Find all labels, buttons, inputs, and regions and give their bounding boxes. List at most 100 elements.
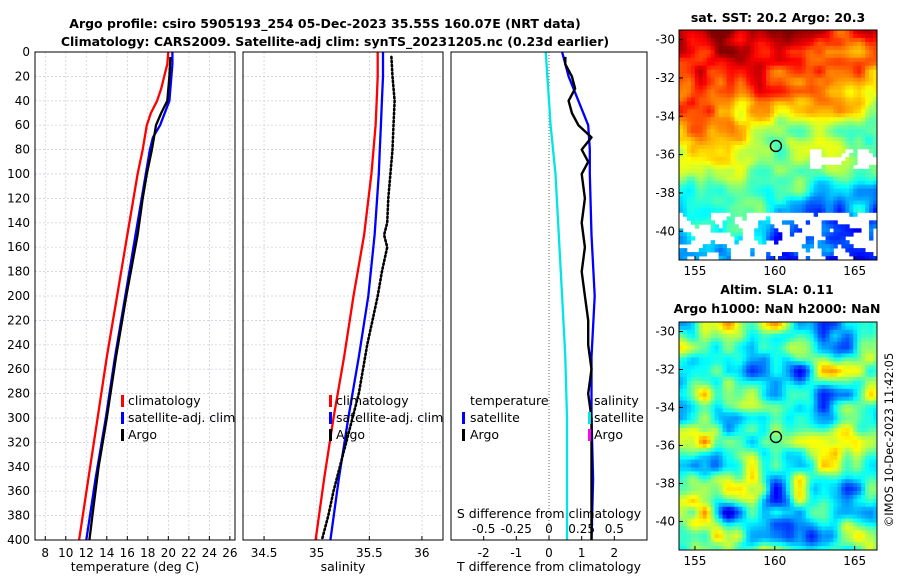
heatmap-cell [714,365,719,370]
heatmap-cell [837,240,842,245]
heatmap-cell [702,491,708,496]
heatmap-cell [754,404,759,409]
heatmap-cell [873,45,878,51]
heatmap-cell [750,424,755,429]
heatmap-cell [702,483,708,488]
heatmap-cell [738,491,743,496]
heatmap-cell [857,196,862,201]
heatmap-cell [793,176,799,182]
heatmap-cell [785,196,791,201]
heatmap-cell [793,45,799,51]
heatmap-cell [797,369,803,374]
heatmap-cell [758,392,763,398]
heatmap-cell [837,176,842,182]
heatmap-cell [785,30,791,35]
heatmap-cell [718,49,723,55]
heatmap-cell [746,475,751,480]
heatmap-cell [789,69,795,75]
heatmap-cell [813,463,818,468]
heatmap-cell [762,117,767,122]
heatmap-cell [774,377,779,382]
heatmap-cell [837,172,842,178]
heatmap-cell [718,388,723,394]
heatmap-cell [861,53,866,59]
heatmap-cell [861,256,866,261]
heatmap-cell [829,451,834,457]
heatmap-cell [825,97,830,102]
heatmap-cell [714,196,719,201]
heatmap-cell [750,459,755,464]
heatmap-cell [690,322,696,327]
heatmap-cell [698,156,704,162]
heatmap-cell [686,447,692,453]
heatmap-cell [682,141,688,146]
heatmap-cell [679,333,684,339]
heatmap-cell [714,428,719,433]
heatmap-cell [853,384,858,390]
heatmap-cell [718,443,723,449]
heatmap-cell [825,341,830,346]
heatmap-cell [829,172,834,178]
heatmap-cell [726,101,731,106]
heatmap-cell [758,133,763,138]
heatmap-cell [746,172,751,178]
heatmap-cell [690,57,696,63]
heatmap-cell [722,396,727,402]
heatmap-cell [714,369,719,374]
heatmap-cell [845,141,850,146]
heatmap-cell [706,180,712,186]
heatmap-cell [845,322,850,327]
heatmap-cell [710,113,716,118]
heatmap-cell [679,439,684,445]
heatmap-cell [754,30,759,35]
heatmap-cell [797,337,803,343]
heatmap-cell [758,129,763,134]
heatmap-cell [750,412,755,417]
heatmap-cell [841,365,846,370]
heatmap-cell [837,69,842,75]
heatmap-cell [853,349,858,354]
heatmap-cell [694,345,700,350]
heatmap-cell [861,447,866,453]
heatmap-cell [758,341,763,346]
heatmap-cell [726,361,731,366]
heatmap-cell [817,498,822,504]
heatmap-cell [730,479,735,484]
heatmap-cell [849,459,854,464]
heatmap-cell [766,353,771,358]
heatmap-cell [853,447,858,453]
depth-tick-label: 120 [7,191,30,205]
heatmap-cell [746,121,751,126]
heatmap-cell [718,439,723,445]
heatmap-cell [698,479,704,484]
heatmap-cell [845,451,850,457]
heatmap-cell [817,455,822,460]
heatmap-cell [825,384,830,390]
heatmap-cell [869,252,874,257]
heatmap-cell [849,200,854,205]
heatmap-cell [833,408,838,413]
heatmap-cell [853,148,858,154]
heatmap-cell [766,125,771,130]
heatmap-cell [766,156,771,162]
heatmap-cell [825,33,830,39]
heatmap-cell [730,45,735,51]
heatmap-cell [770,416,775,421]
heatmap-cell [793,69,799,75]
heatmap-cell [861,41,866,47]
heatmap-cell [718,69,723,75]
heatmap-cell [698,30,704,35]
heatmap-cell [865,373,870,378]
heatmap-cell [762,184,767,190]
heatmap-cell [853,168,858,174]
heatmap-cell [714,483,719,488]
heatmap-cell [742,141,747,146]
heatmap-cell [722,188,727,193]
heatmap-cell [726,77,731,82]
heatmap-cell [853,184,858,190]
heatmap-cell [734,392,739,398]
heatmap-cell [694,133,700,138]
heatmap-cell [718,176,723,182]
heatmap-cell [825,53,830,59]
heatmap-cell [793,373,799,378]
